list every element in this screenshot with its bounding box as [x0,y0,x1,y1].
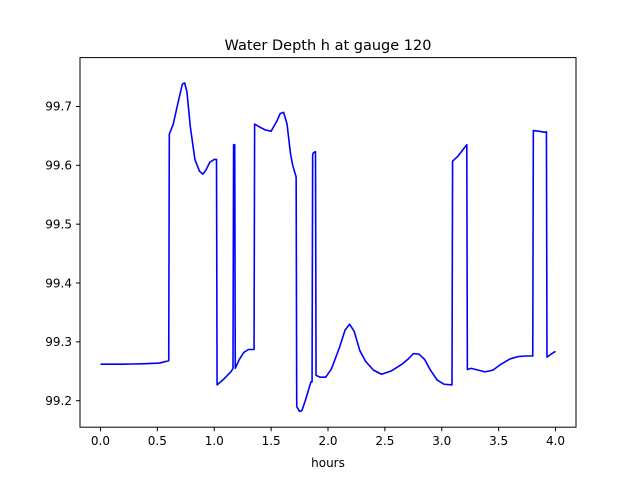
series-line-0 [100,82,556,413]
x-axis: 0.0 0.5 1.0 1.5 2.0 2.5 3.0 3.5 4.0 [91,427,565,448]
y-tick-label: 99.3 [45,335,72,349]
plot-frame [79,57,577,428]
plot-area [80,57,576,428]
y-axis: 99.2 99.3 99.4 99.5 99.6 99.7 [45,100,80,408]
x-tick-label: 4.0 [546,434,565,448]
y-tick-label: 99.6 [45,159,72,173]
y-tick-label: 99.7 [45,100,72,114]
y-tick-label: 99.4 [45,276,72,290]
x-tick-label: 3.0 [432,434,451,448]
series-layer [100,82,556,413]
x-tick-label: 0.0 [91,434,110,448]
x-tick-label: 2.0 [318,434,337,448]
x-axis-label: hours [311,456,345,470]
x-tick-label: 1.0 [205,434,224,448]
chart-title: Water Depth h at gauge 120 [225,38,432,54]
x-tick-label: 3.5 [489,434,508,448]
x-tick-label: 1.5 [262,434,281,448]
x-tick-label: 2.5 [375,434,394,448]
y-tick-label: 99.2 [45,394,72,408]
y-tick-label: 99.5 [45,217,72,231]
x-tick-label: 0.5 [148,434,167,448]
